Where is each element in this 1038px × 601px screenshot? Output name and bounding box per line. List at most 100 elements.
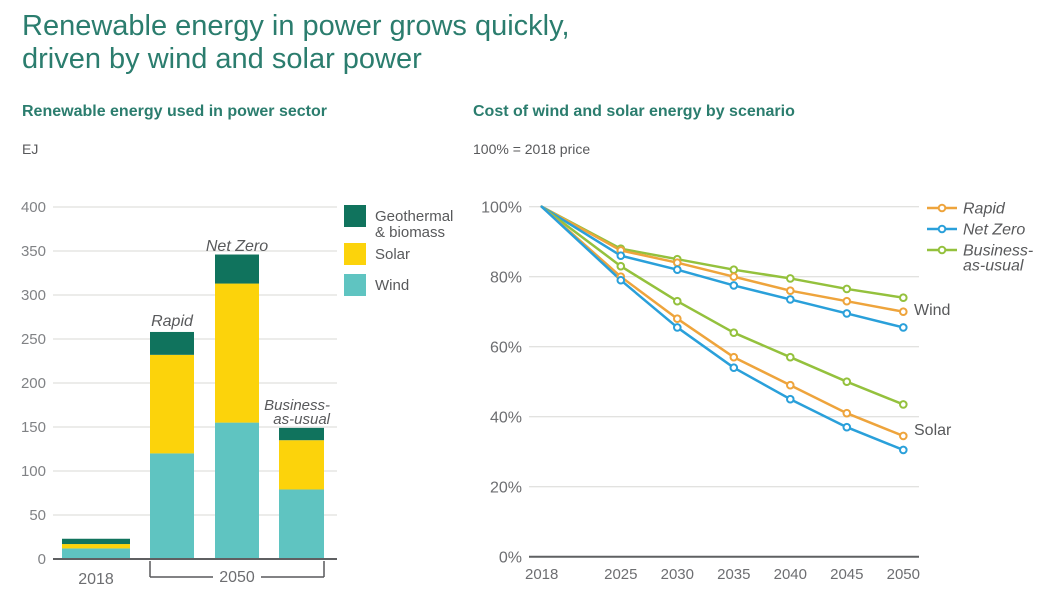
x-tick-label: 2030 xyxy=(661,566,694,583)
series-marker xyxy=(842,296,852,306)
bar-segment xyxy=(279,427,324,441)
legend-swatch xyxy=(344,243,366,265)
legend-label: Net Zero xyxy=(963,222,1025,239)
x-bracket-label: 2050 xyxy=(219,569,255,586)
series-marker xyxy=(842,377,852,386)
y-tick-label: 0% xyxy=(499,550,522,567)
legend-label: & biomass xyxy=(375,224,445,241)
legend-label: Geothermal xyxy=(375,208,453,225)
series-marker xyxy=(786,394,795,404)
legend-label: Rapid xyxy=(963,201,1006,218)
series-marker xyxy=(786,352,795,362)
main-title: Renewable energy in power grows quickly,… xyxy=(22,10,570,76)
series-marker xyxy=(899,400,908,409)
bar-segment xyxy=(150,331,194,355)
series-marker xyxy=(673,314,682,323)
y-tick-label: 20% xyxy=(490,480,522,497)
y-tick-label: 60% xyxy=(490,340,522,357)
y-tick-label: 300 xyxy=(21,287,46,304)
line-group-label-solar: Solar xyxy=(914,422,952,439)
right-chart-subtitle: 100% = 2018 price xyxy=(473,141,591,157)
series-marker xyxy=(842,309,852,318)
bar-segment xyxy=(62,538,130,545)
series-marker xyxy=(673,323,682,332)
bar-segment xyxy=(62,544,130,549)
x-tick-label: 2050 xyxy=(887,566,920,583)
legend-marker xyxy=(937,224,947,234)
bar-segment xyxy=(62,548,130,559)
legend-label: Solar xyxy=(375,246,410,263)
legend-label: as-usual xyxy=(963,258,1024,275)
y-tick-label: 80% xyxy=(490,270,522,287)
series-marker xyxy=(786,295,795,304)
main-title-line-2: driven by wind and solar power xyxy=(22,43,422,75)
bar-label-bau-line1: Business- xyxy=(264,397,330,414)
x-tick-label: 2018 xyxy=(525,566,558,583)
legend-swatch xyxy=(344,274,366,296)
x-tick-label: 2040 xyxy=(774,566,807,583)
bar-segment xyxy=(150,354,194,454)
y-tick-label: 50 xyxy=(29,507,46,524)
series-marker xyxy=(673,296,682,306)
y-tick-label: 0 xyxy=(38,551,46,568)
left-chart-unit-label: EJ xyxy=(22,141,39,157)
y-tick-label: 100 xyxy=(21,463,46,480)
series-marker xyxy=(616,275,626,285)
series-line-wind-rapid xyxy=(540,205,905,313)
series-marker xyxy=(899,431,908,441)
y-tick-label: 40% xyxy=(490,410,522,427)
line-group-label-wind: Wind xyxy=(914,302,950,319)
series-marker xyxy=(729,281,739,290)
x-tick-label: 2035 xyxy=(717,566,750,583)
y-tick-label: 350 xyxy=(21,243,46,260)
series-marker xyxy=(842,284,852,294)
x-tick-label: 2025 xyxy=(604,566,637,583)
bar-segment xyxy=(215,422,259,559)
main-title-line-1: Renewable energy in power grows quickly, xyxy=(22,10,570,42)
bar-chart: 50 100 150 200 250 300 350 400 0 Rapid Net Zero Bus… xyxy=(21,199,453,588)
x-tick-label: 2018 xyxy=(78,571,114,588)
y-tick-label: 150 xyxy=(21,419,46,436)
series-marker xyxy=(673,265,682,274)
series-marker xyxy=(786,274,795,283)
bar-segment xyxy=(150,453,194,559)
bar-segment xyxy=(279,489,324,559)
legend-label: Business- xyxy=(963,243,1033,260)
series-marker xyxy=(899,293,908,302)
series-marker xyxy=(842,422,852,432)
series-marker xyxy=(842,408,852,418)
series-marker xyxy=(729,328,739,337)
bar-label-rapid: Rapid xyxy=(151,313,194,330)
line-chart: 20% 40% 60% 80% 100% 0%2018 2025 2030 2035 2040 20… xyxy=(481,200,1033,583)
left-chart-heading: Renewable energy used in power sector xyxy=(22,103,327,120)
legend-marker xyxy=(937,245,947,255)
series-line-wind-business-as-usual xyxy=(540,205,905,299)
y-tick-label: 100% xyxy=(481,200,522,217)
series-marker xyxy=(729,265,739,274)
series-marker xyxy=(899,445,908,455)
bar-segment xyxy=(215,283,259,423)
series-marker xyxy=(899,323,908,332)
series-marker xyxy=(729,363,739,372)
right-chart-heading: Cost of wind and solar energy by scenari… xyxy=(473,103,795,120)
y-tick-label: 200 xyxy=(21,375,46,392)
y-tick-label: 400 xyxy=(21,199,46,216)
y-tick-label: 250 xyxy=(21,331,46,348)
bar-label-bau-line2: as-usual xyxy=(273,411,330,428)
series-marker xyxy=(786,286,795,295)
legend-label: Wind xyxy=(375,277,409,294)
series-marker xyxy=(729,272,739,281)
series-marker xyxy=(899,307,908,316)
bar-label-net-zero: Net Zero xyxy=(206,238,268,255)
legend-swatch xyxy=(344,205,366,227)
series-marker xyxy=(673,258,682,267)
legend-marker xyxy=(937,203,947,213)
bar-segment xyxy=(215,254,259,284)
series-marker xyxy=(786,380,795,390)
series-marker xyxy=(729,352,739,362)
x-tick-label: 2045 xyxy=(830,566,863,583)
series-marker xyxy=(616,251,626,260)
series-marker xyxy=(616,261,626,271)
bar-segment xyxy=(279,440,324,490)
